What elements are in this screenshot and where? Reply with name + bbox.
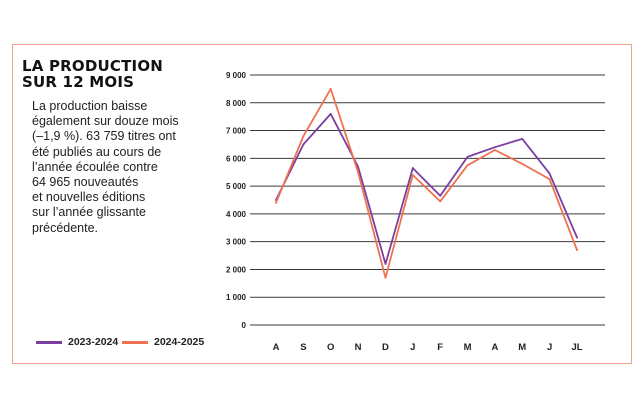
y-tick-label: 0 bbox=[242, 321, 247, 330]
chart-title: LA PRODUCTION SUR 12 MOIS bbox=[22, 58, 163, 90]
data-point-2024-2025 bbox=[357, 171, 359, 174]
description-line: été publiés au cours de bbox=[32, 144, 162, 159]
x-tick-label: JL bbox=[571, 342, 582, 353]
data-point-2024-2025 bbox=[548, 178, 551, 181]
x-tick-label: M bbox=[464, 342, 472, 353]
data-point-2024-2025 bbox=[439, 200, 442, 203]
data-point-2023-2024 bbox=[411, 167, 414, 169]
data-point-2024-2025 bbox=[521, 162, 524, 165]
x-tick-label: M bbox=[518, 342, 526, 353]
y-tick-label: 8 000 bbox=[226, 99, 247, 108]
data-point-2024-2025 bbox=[576, 249, 578, 251]
data-point-2023-2024 bbox=[521, 137, 524, 140]
x-tick-label: J bbox=[410, 342, 415, 353]
x-tick-label: D bbox=[382, 342, 389, 353]
data-point-2023-2024 bbox=[576, 236, 578, 239]
y-tick-label: 1 000 bbox=[226, 293, 247, 302]
x-tick-label: A bbox=[273, 342, 280, 353]
chart-title-line-2: SUR 12 MOIS bbox=[22, 73, 135, 91]
data-point-2023-2024 bbox=[548, 172, 551, 175]
legend-item-2023-2024: 2023-2024 bbox=[36, 336, 118, 348]
description-line: (–1,9 %). 63 759 titres ont bbox=[32, 129, 176, 144]
description-line: précédente. bbox=[32, 220, 99, 235]
description-line: 64 965 nouveautés bbox=[32, 175, 139, 190]
x-tick-label: J bbox=[547, 342, 552, 353]
description-line: et nouvelles éditions bbox=[32, 190, 146, 205]
data-point-2024-2025 bbox=[275, 201, 277, 204]
x-tick-label: F bbox=[437, 342, 443, 353]
data-point-2024-2025 bbox=[329, 87, 332, 90]
legend-item-2024-2025: 2024-2025 bbox=[122, 336, 204, 348]
y-tick-label: 2 000 bbox=[226, 265, 247, 274]
legend-swatch-2024-2025 bbox=[122, 340, 148, 344]
description-line: l’année écoulée contre bbox=[32, 159, 158, 174]
data-point-2024-2025 bbox=[384, 276, 387, 279]
y-tick-label: 4 000 bbox=[226, 210, 247, 219]
description-line: sur l’année glissante bbox=[32, 205, 146, 220]
legend-label-2023-2024: 2023-2024 bbox=[68, 336, 119, 348]
y-tick-label: 7 000 bbox=[226, 127, 247, 136]
data-point-2023-2024 bbox=[494, 146, 496, 149]
chart-description: La production baisse également sur douze… bbox=[32, 99, 222, 236]
series-line-2024-2025 bbox=[275, 88, 578, 279]
legend-swatch-2023-2024 bbox=[36, 340, 62, 344]
x-tick-label: O bbox=[327, 342, 334, 353]
data-point-2024-2025 bbox=[411, 174, 414, 176]
data-point-2023-2024 bbox=[329, 112, 332, 115]
data-point-2024-2025 bbox=[494, 149, 496, 151]
series-line-2023-2024 bbox=[275, 113, 578, 265]
description-line: également sur douze mois bbox=[32, 114, 179, 129]
chart-frame bbox=[12, 44, 632, 364]
legend-label-2024-2025: 2024-2025 bbox=[154, 336, 205, 348]
x-tick-label: S bbox=[300, 342, 306, 353]
x-tick-label: N bbox=[355, 342, 362, 353]
data-point-2024-2025 bbox=[302, 135, 305, 138]
x-tick-label: A bbox=[491, 342, 498, 353]
data-point-2023-2024 bbox=[357, 165, 359, 168]
chart-title-line-1: LA PRODUCTION bbox=[22, 57, 164, 75]
data-point-2023-2024 bbox=[302, 143, 305, 146]
y-tick-label: 6 000 bbox=[226, 154, 247, 163]
y-tick-label: 3 000 bbox=[226, 238, 247, 247]
data-point-2023-2024 bbox=[466, 156, 469, 158]
data-point-2023-2024 bbox=[384, 262, 387, 265]
data-point-2023-2024 bbox=[439, 194, 442, 197]
y-tick-label: 5 000 bbox=[226, 182, 247, 191]
y-tick-label: 9 000 bbox=[226, 71, 247, 80]
data-point-2024-2025 bbox=[466, 164, 469, 167]
description-line: La production baisse bbox=[32, 99, 148, 113]
